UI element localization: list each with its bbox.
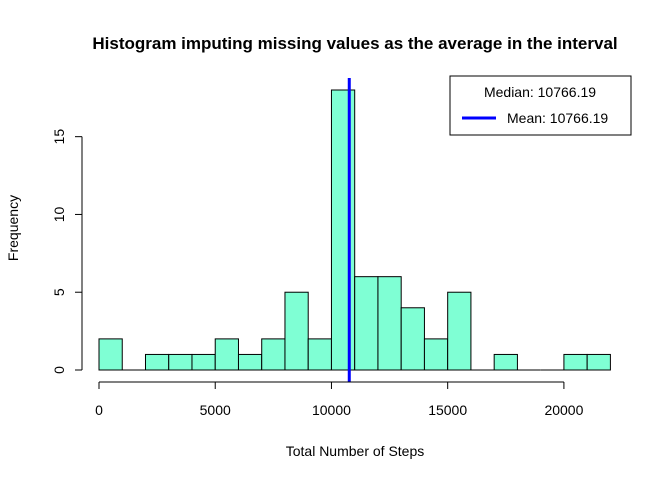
x-axis-label: Total Number of Steps [286,443,425,459]
legend: Median: 10766.19 Mean: 10766.19 [449,75,632,136]
histogram-bar-14 [423,338,449,371]
y-tick-label-2: 10 [51,206,67,222]
legend-entry-median: Median: 10766.19 [484,84,596,100]
histogram-bar-20 [563,353,588,371]
histogram-bar-15 [447,291,472,371]
legend-box [449,75,632,136]
histogram-bar-12 [377,276,402,371]
histogram-bar-0 [98,338,123,371]
legend-entry-mean: Mean: 10766.19 [507,110,608,126]
x-axis: 0 5000 10000 15000 20000 [95,381,584,418]
y-tick-label-0: 0 [51,366,67,374]
y-axis-label: Frequency [5,195,21,261]
histogram-bar-7 [261,338,286,371]
histogram-bar-6 [237,353,263,371]
chart-title: Histogram imputing missing values as the… [92,34,617,53]
histogram-bar-5 [214,338,239,371]
histogram-bar-8 [284,291,309,371]
histogram-bar-4 [191,353,216,371]
x-tick-label-0: 0 [95,402,103,418]
x-tick-label-1: 5000 [200,402,231,418]
y-tick-label-1: 5 [51,288,67,296]
histogram-bar-13 [400,307,425,371]
histogram-bar-21 [586,353,611,371]
histogram-bar-11 [354,276,379,371]
histogram-bar-17 [493,353,518,371]
x-tick-label-2: 10000 [312,402,351,418]
histogram-bar-2 [144,353,170,371]
y-tick-label-3: 15 [51,129,67,145]
x-tick-label-4: 20000 [544,402,583,418]
histogram-bar-10 [330,89,356,371]
x-tick-label-3: 15000 [428,402,467,418]
histogram-bar-9 [307,338,332,371]
histogram-bar-3 [168,353,193,371]
y-axis: 0 5 10 15 [51,129,83,374]
